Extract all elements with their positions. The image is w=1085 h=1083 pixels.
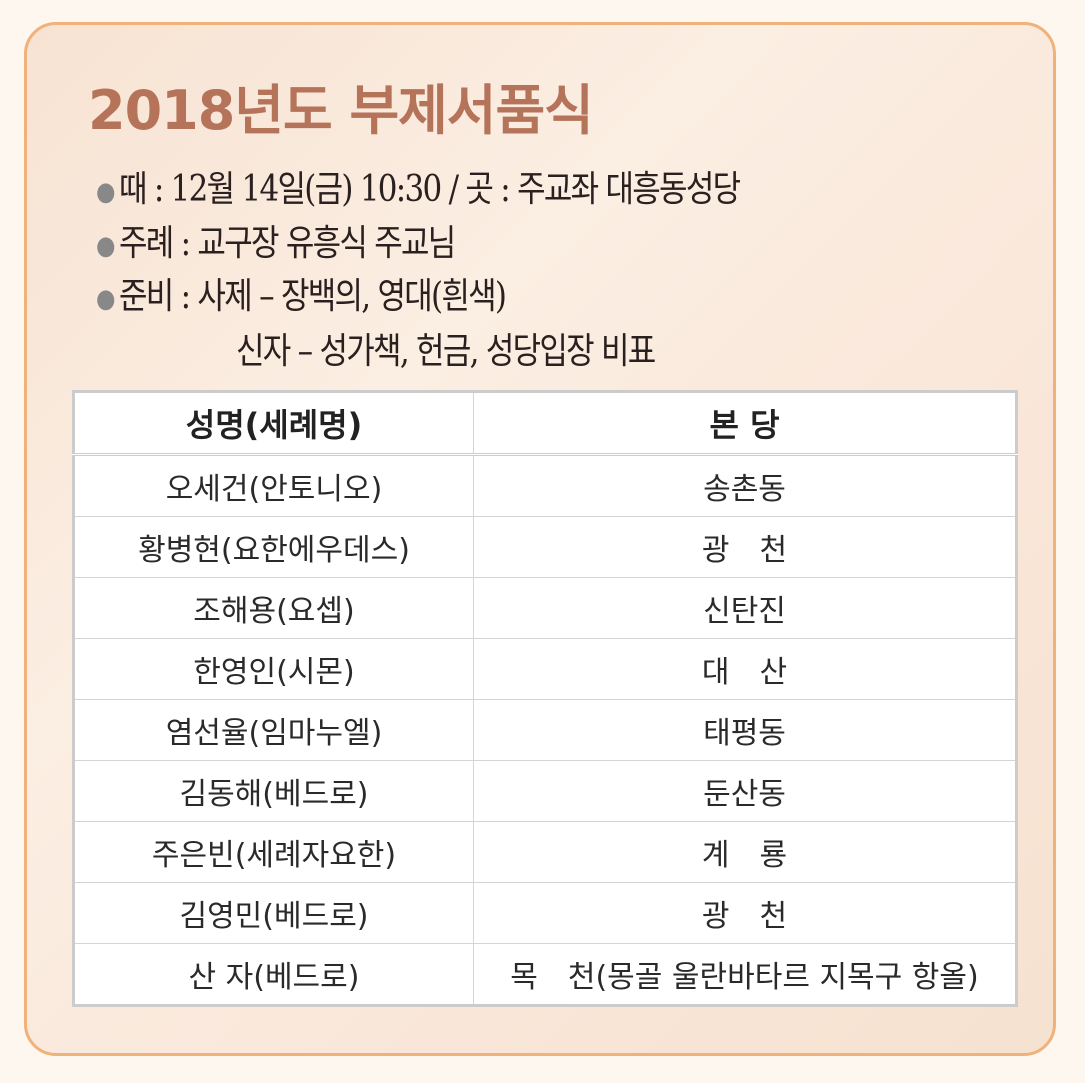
- cell-name: 염선율(임마누엘): [73, 699, 474, 761]
- table-row: 주은빈(세례자요한) 계 룡: [73, 821, 1017, 883]
- table-row: 염선율(임마누엘) 태평동: [73, 699, 1017, 761]
- page-title: 2018년도 부제서품식: [88, 79, 594, 142]
- cell-name: 오세건(안토니오): [73, 454, 474, 517]
- header-parish: 본 당: [473, 391, 1017, 456]
- bullet-icon: ●: [96, 231, 115, 261]
- cell-parish: 신탄진: [473, 577, 1017, 639]
- cell-name: 김동해(베드로): [73, 760, 474, 822]
- info-text: 준비 : 사제 – 장백의, 영대(흰색): [118, 276, 507, 317]
- info-text: 때 : 12월 14일(금) 10:30 / 곳 : 주교좌 대흥동성당: [118, 169, 741, 210]
- cell-name: 주은빈(세례자요한): [73, 821, 474, 883]
- cell-name: 조해용(요셉): [73, 577, 474, 639]
- table-row: 조해용(요셉) 신탄진: [73, 577, 1017, 639]
- table-row: 황병현(요한에우데스) 광 천: [73, 516, 1017, 578]
- cell-parish: 목 천(몽골 울란바타르 지목구 항올): [473, 943, 1017, 1006]
- table-row: 오세건(안토니오) 송촌동: [73, 454, 1017, 517]
- cell-parish: 광 천: [473, 882, 1017, 944]
- info-line-preparation: ● 준비 : 사제 – 장백의, 영대(흰색): [96, 267, 507, 319]
- cell-parish: 둔산동: [473, 760, 1017, 822]
- cell-name: 황병현(요한에우데스): [73, 516, 474, 578]
- cell-name: 한영인(시몬): [73, 638, 474, 700]
- bullet-icon: ●: [96, 284, 115, 314]
- table-header-row: 성명(세례명) 본 당: [73, 391, 1017, 456]
- table-row: 김동해(베드로) 둔산동: [73, 760, 1017, 822]
- cell-parish: 계 룡: [473, 821, 1017, 883]
- table-row: 한영인(시몬) 대 산: [73, 638, 1017, 700]
- table-row: 산 자(베드로) 목 천(몽골 울란바타르 지목구 항올): [73, 943, 1017, 1006]
- info-text: 주례 : 교구장 유흥식 주교님: [118, 223, 456, 264]
- info-line-celebrant: ● 주례 : 교구장 유흥식 주교님: [96, 214, 456, 266]
- cell-parish: 송촌동: [473, 454, 1017, 517]
- cell-parish: 대 산: [473, 638, 1017, 700]
- info-line-time-place: ● 때 : 12월 14일(금) 10:30 / 곳 : 주교좌 대흥동성당: [96, 160, 741, 212]
- info-line-preparation-laity: 신자 – 성가책, 헌금, 성당입장 비표: [236, 331, 656, 372]
- cell-name: 산 자(베드로): [73, 943, 474, 1006]
- cell-name: 김영민(베드로): [73, 882, 474, 944]
- ordinands-table: 성명(세례명) 본 당 오세건(안토니오) 송촌동 황병현(요한에우데스) 광 천 조해…: [72, 390, 1018, 1007]
- header-name: 성명(세례명): [73, 391, 474, 456]
- cell-parish: 광 천: [473, 516, 1017, 578]
- bullet-icon: ●: [96, 177, 115, 207]
- cell-parish: 태평동: [473, 699, 1017, 761]
- table-row: 김영민(베드로) 광 천: [73, 882, 1017, 944]
